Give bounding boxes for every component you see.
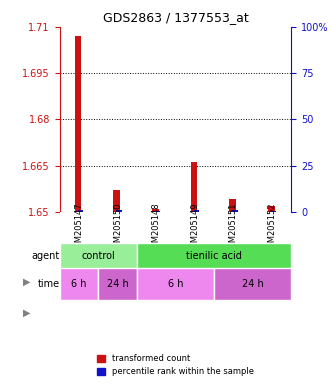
Text: agent: agent: [31, 251, 60, 261]
Text: ▶: ▶: [23, 308, 30, 318]
Bar: [191, 162, 197, 212]
Bar: [271, 210, 276, 212]
Text: 6 h: 6 h: [168, 279, 183, 289]
Text: ▶: ▶: [23, 277, 30, 287]
Text: GSM205152: GSM205152: [267, 202, 276, 253]
Text: control: control: [81, 251, 115, 261]
Text: 24 h: 24 h: [107, 279, 128, 289]
FancyBboxPatch shape: [214, 268, 291, 300]
Text: tienilic acid: tienilic acid: [186, 251, 242, 261]
Legend: transformed count, percentile rank within the sample: transformed count, percentile rank withi…: [94, 351, 257, 380]
Bar: [194, 210, 199, 212]
Text: GSM205147: GSM205147: [74, 202, 83, 253]
Bar: [117, 210, 122, 212]
Text: time: time: [37, 279, 60, 289]
Text: GSM205151: GSM205151: [229, 202, 238, 253]
Text: 24 h: 24 h: [242, 279, 263, 289]
Bar: [152, 209, 159, 212]
Bar: [113, 190, 120, 212]
FancyBboxPatch shape: [60, 268, 98, 300]
Text: GSM205148: GSM205148: [152, 202, 161, 253]
FancyBboxPatch shape: [98, 268, 137, 300]
Bar: [229, 199, 236, 212]
FancyBboxPatch shape: [137, 243, 291, 268]
Text: GSM205150: GSM205150: [113, 202, 122, 253]
Bar: [268, 205, 275, 212]
Text: GSM205149: GSM205149: [190, 202, 199, 253]
FancyBboxPatch shape: [137, 268, 214, 300]
Title: GDS2863 / 1377553_at: GDS2863 / 1377553_at: [103, 11, 248, 24]
Bar: [232, 210, 238, 212]
Bar: [75, 36, 81, 212]
Bar: [155, 211, 160, 212]
FancyBboxPatch shape: [60, 243, 137, 268]
Text: 6 h: 6 h: [71, 279, 87, 289]
Bar: [78, 210, 83, 212]
